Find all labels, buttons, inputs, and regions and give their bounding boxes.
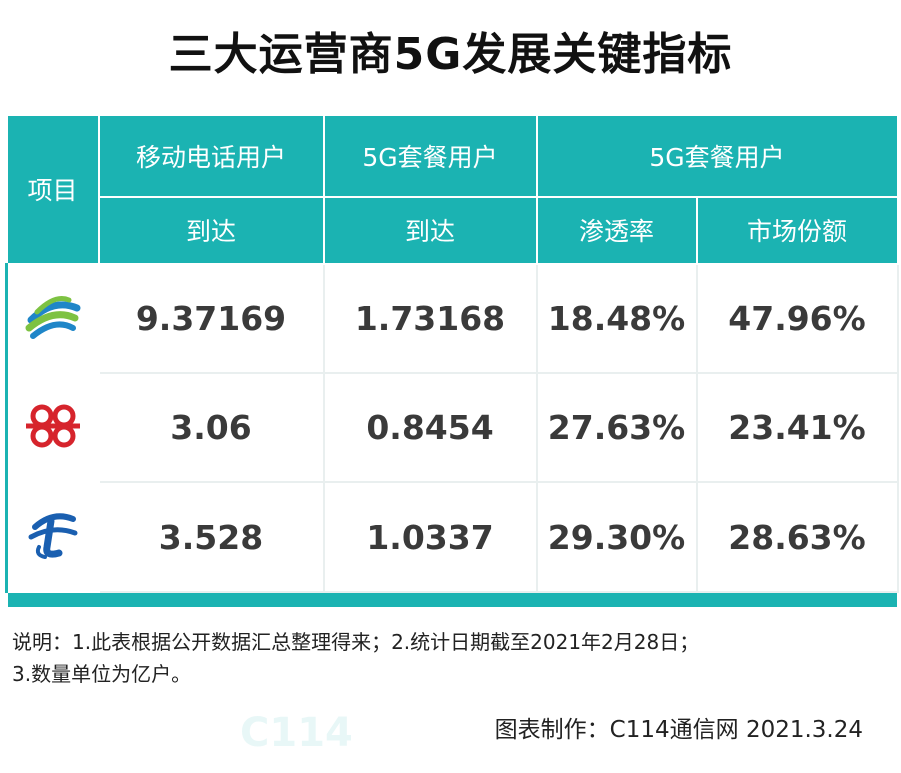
table-row: 3.06 0.8454 27.63% 23.41% [5,372,899,484]
value-cell: 28.63% [695,481,899,593]
subheader-arrival: 到达 [97,196,325,265]
value-cell: 27.63% [535,372,698,484]
header-mobile-users: 移动电话用户 [97,113,325,199]
value-cell: 1.73168 [322,262,538,375]
china-unicom-logo [5,372,100,484]
subheader-penetration: 渗透率 [535,196,698,265]
header-5g-users-ratio: 5G套餐用户 [535,113,899,199]
footnote-line: 3.数量单位为亿户。 [12,662,192,686]
credit-line: 图表制作：C114通信网 2021.3.24 [494,717,863,743]
china-telecom-logo [5,481,100,593]
table-row: 9.37169 1.73168 18.48% 47.96% [5,262,899,375]
value-cell: 3.528 [97,481,325,593]
value-cell: 0.8454 [322,372,538,484]
value-cell: 29.30% [535,481,698,593]
page-title: 三大运营商5G发展关键指标 [168,29,733,80]
value-cell: 3.06 [97,372,325,484]
footnote-line: 说明：1.此表根据公开数据汇总整理得来；2.统计日期截至2021年2月28日； [12,630,700,654]
table-footer-bar [5,590,899,610]
watermark: C114 [240,710,353,756]
value-cell: 23.41% [695,372,899,484]
footnote: 说明：1.此表根据公开数据汇总整理得来；2.统计日期截至2021年2月28日； … [12,626,892,690]
value-cell: 18.48% [535,262,698,375]
table-row: 3.528 1.0337 29.30% 28.63% [5,481,899,593]
china-mobile-logo [5,262,100,375]
header-item: 项目 [5,114,100,265]
kpi-table: 项目 移动电话用户 5G套餐用户 5G套餐用户 到达 到达 渗透率 市场份额 9… [5,113,899,610]
header-5g-users: 5G套餐用户 [322,113,538,199]
value-cell: 47.96% [695,262,899,375]
value-cell: 1.0337 [322,481,538,593]
value-cell: 9.37169 [97,262,325,375]
subheader-market-share: 市场份额 [695,196,899,265]
subheader-arrival: 到达 [322,196,538,265]
